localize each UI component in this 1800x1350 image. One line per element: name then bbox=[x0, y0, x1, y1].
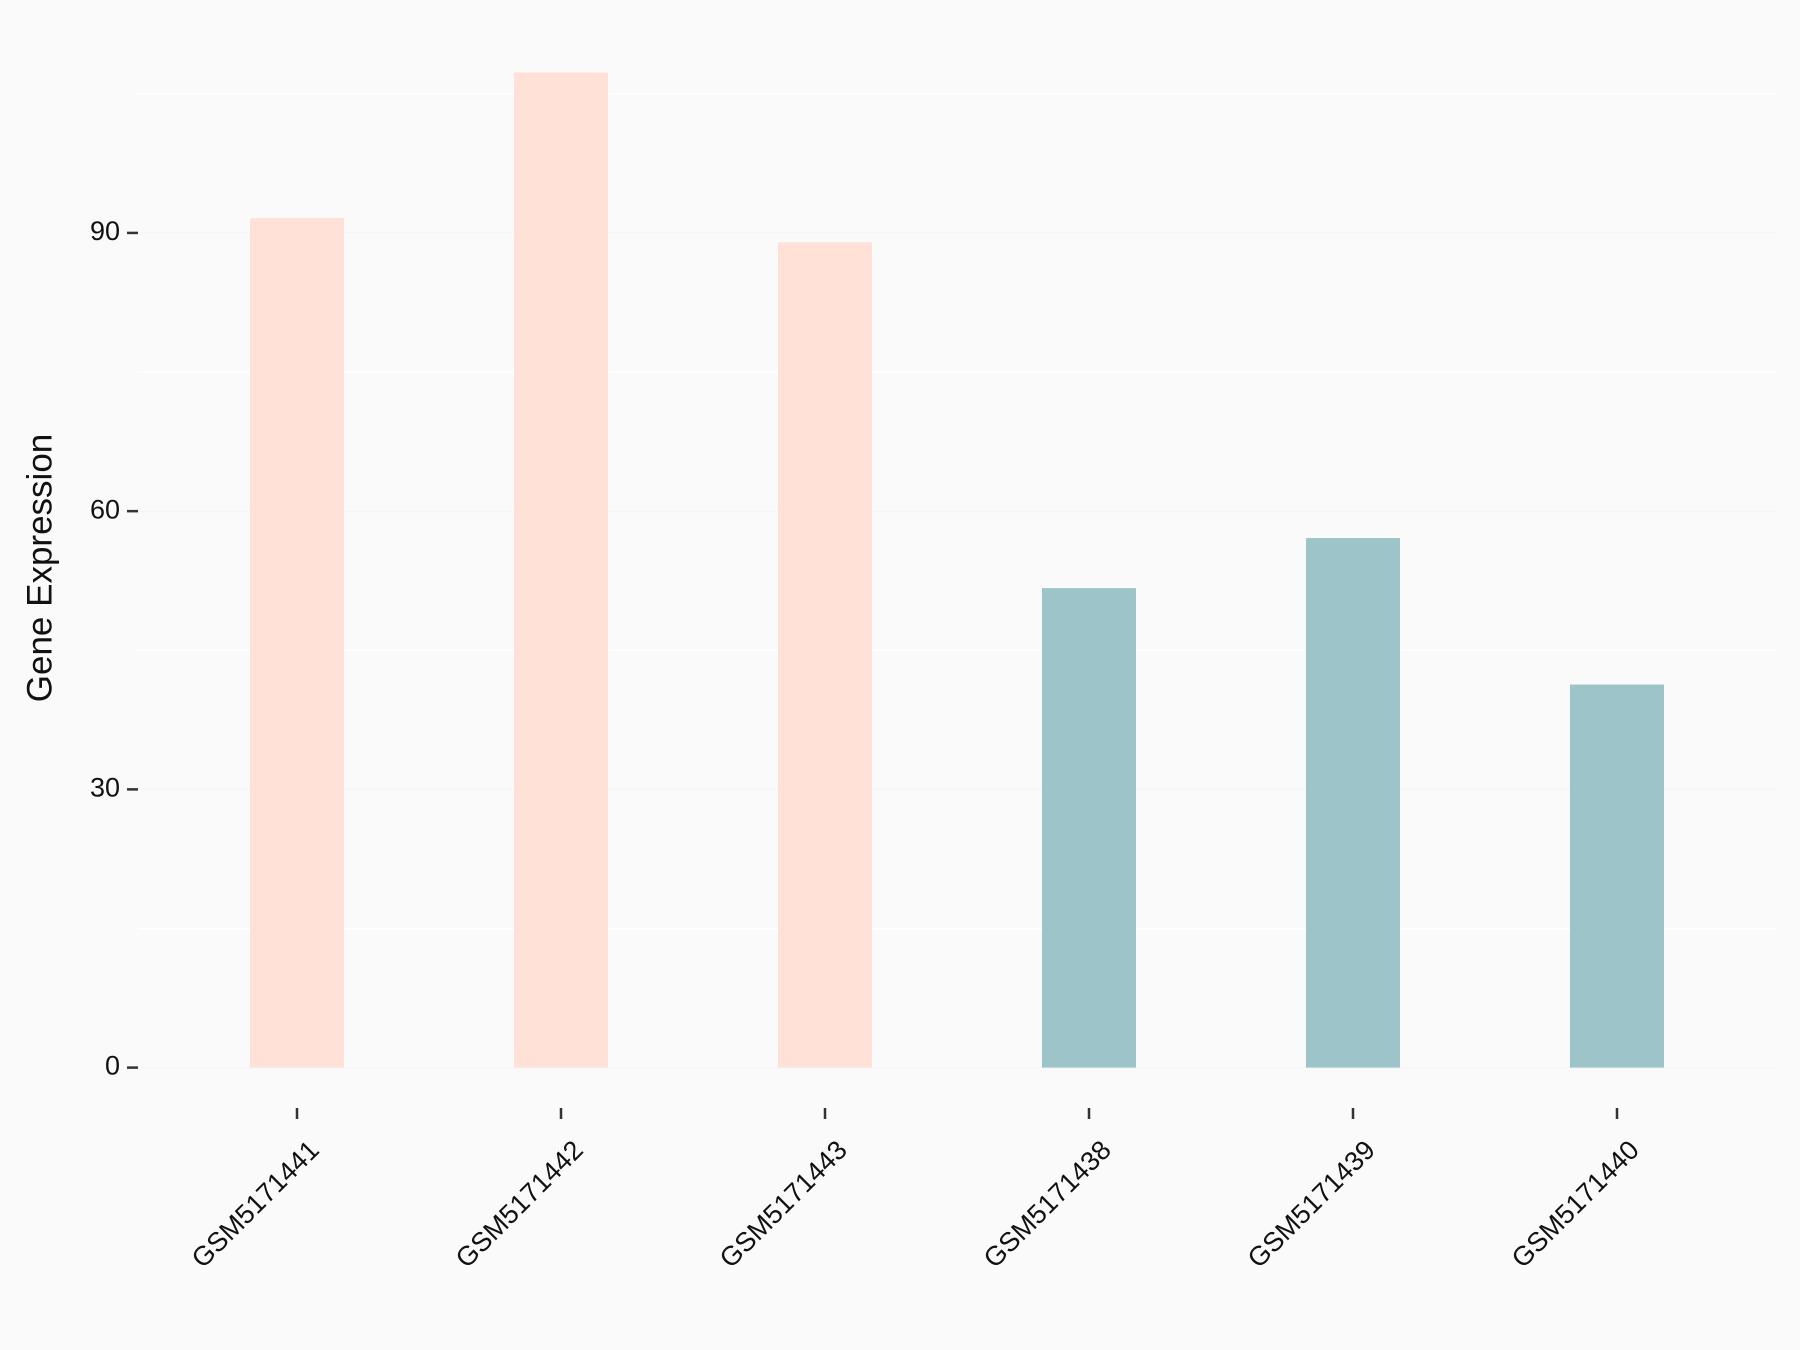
bar bbox=[1570, 684, 1664, 1068]
x-tick-label: GSM5171440 bbox=[1506, 1135, 1645, 1274]
bar bbox=[1306, 538, 1400, 1068]
y-tick-label: 60 bbox=[90, 494, 120, 524]
bar bbox=[514, 72, 608, 1068]
x-tick-label: GSM5171441 bbox=[186, 1135, 325, 1274]
y-tick-label: 0 bbox=[105, 1051, 120, 1081]
x-tick-label: GSM5171438 bbox=[978, 1135, 1117, 1274]
x-tick-label: GSM5171442 bbox=[450, 1135, 589, 1274]
y-tick-label: 90 bbox=[90, 216, 120, 246]
bar bbox=[778, 242, 872, 1068]
x-tick-label: GSM5171443 bbox=[714, 1135, 853, 1274]
bar bbox=[250, 218, 344, 1068]
x-tick-label: GSM5171439 bbox=[1242, 1135, 1381, 1274]
y-axis-title: Gene Expression bbox=[20, 434, 59, 702]
y-tick-label: 30 bbox=[90, 773, 120, 803]
bar bbox=[1042, 588, 1136, 1068]
